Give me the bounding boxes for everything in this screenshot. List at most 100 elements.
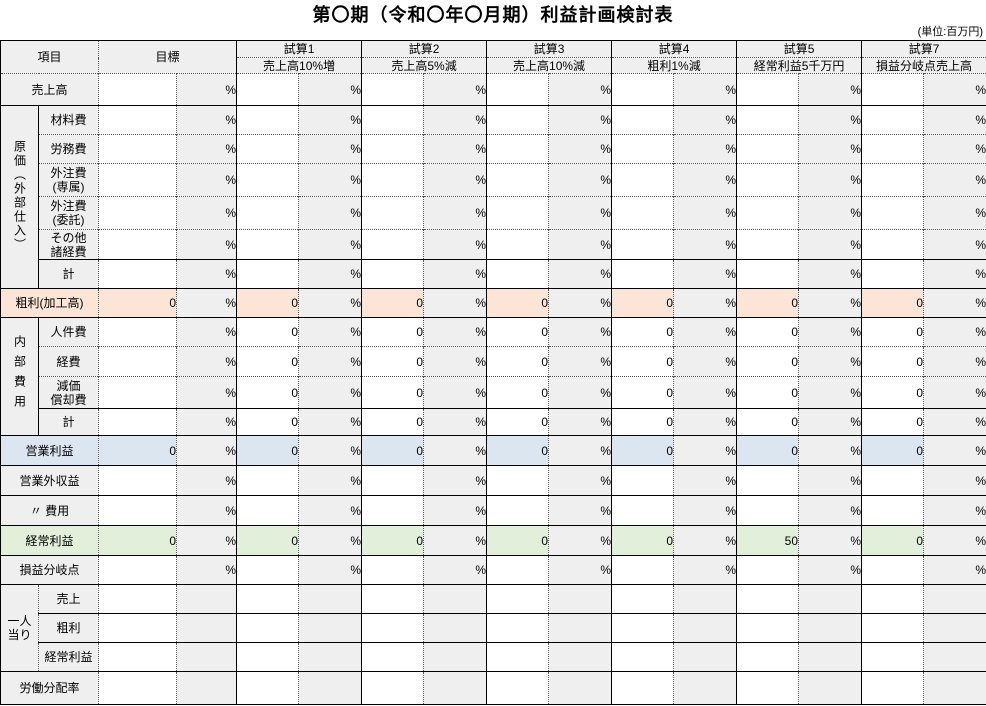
value-cell[interactable] — [98, 317, 178, 347]
value-cell[interactable] — [486, 613, 550, 643]
value-cell[interactable]: 0 — [361, 376, 425, 409]
value-cell[interactable] — [736, 671, 800, 705]
value-cell[interactable] — [486, 229, 550, 260]
value-cell[interactable] — [486, 134, 550, 164]
value-cell[interactable] — [611, 495, 675, 526]
value-cell[interactable]: 0 — [611, 376, 675, 409]
value-cell[interactable] — [236, 259, 300, 289]
value-cell[interactable] — [736, 229, 800, 260]
value-cell[interactable]: 0 — [236, 317, 300, 347]
value-cell[interactable] — [236, 196, 300, 230]
value-cell[interactable]: 0 — [611, 525, 675, 556]
value-cell[interactable]: 0 — [361, 435, 425, 466]
value-cell[interactable] — [736, 259, 800, 289]
value-cell[interactable] — [486, 73, 550, 106]
value-cell[interactable] — [361, 495, 425, 526]
value-cell[interactable] — [736, 584, 800, 614]
value-cell[interactable] — [361, 134, 425, 164]
value-cell[interactable] — [861, 196, 925, 230]
value-cell[interactable] — [98, 465, 178, 496]
value-cell[interactable] — [611, 465, 675, 496]
value-cell[interactable] — [361, 105, 425, 135]
value-cell[interactable]: 0 — [236, 346, 300, 377]
value-cell[interactable] — [98, 584, 178, 614]
value-cell[interactable] — [486, 465, 550, 496]
value-cell[interactable] — [236, 671, 300, 705]
value-cell[interactable] — [861, 613, 925, 643]
value-cell[interactable] — [736, 105, 800, 135]
value-cell[interactable] — [611, 671, 675, 705]
value-cell[interactable] — [361, 465, 425, 496]
value-cell[interactable] — [611, 196, 675, 230]
value-cell[interactable] — [98, 495, 178, 526]
value-cell[interactable] — [611, 259, 675, 289]
value-cell[interactable] — [486, 163, 550, 197]
value-cell[interactable] — [98, 613, 178, 643]
value-cell[interactable]: 0 — [861, 408, 925, 436]
value-cell[interactable] — [361, 196, 425, 230]
value-cell[interactable]: 0 — [361, 346, 425, 377]
value-cell[interactable] — [98, 229, 178, 260]
value-cell[interactable] — [736, 73, 800, 106]
value-cell[interactable] — [361, 73, 425, 106]
value-cell[interactable]: 0 — [361, 317, 425, 347]
value-cell[interactable] — [736, 613, 800, 643]
value-cell[interactable] — [361, 259, 425, 289]
value-cell[interactable]: 0 — [486, 525, 550, 556]
value-cell[interactable]: 0 — [736, 435, 800, 466]
value-cell[interactable] — [98, 163, 178, 197]
value-cell[interactable] — [611, 105, 675, 135]
value-cell[interactable]: 0 — [736, 317, 800, 347]
value-cell[interactable] — [861, 259, 925, 289]
value-cell[interactable] — [861, 555, 925, 585]
value-cell[interactable]: 0 — [361, 525, 425, 556]
value-cell[interactable] — [736, 134, 800, 164]
value-cell[interactable] — [361, 613, 425, 643]
value-cell[interactable] — [611, 73, 675, 106]
value-cell[interactable]: 50 — [736, 525, 800, 556]
value-cell[interactable] — [236, 465, 300, 496]
value-cell[interactable]: 0 — [486, 376, 550, 409]
value-cell[interactable] — [98, 671, 178, 705]
value-cell[interactable]: 0 — [861, 317, 925, 347]
value-cell[interactable] — [98, 259, 178, 289]
value-cell[interactable] — [736, 465, 800, 496]
value-cell[interactable]: 0 — [98, 288, 178, 318]
value-cell[interactable] — [736, 163, 800, 197]
value-cell[interactable] — [486, 642, 550, 672]
value-cell[interactable]: 0 — [861, 346, 925, 377]
value-cell[interactable]: 0 — [98, 525, 178, 556]
value-cell[interactable] — [361, 584, 425, 614]
value-cell[interactable] — [736, 196, 800, 230]
value-cell[interactable] — [236, 105, 300, 135]
value-cell[interactable] — [98, 346, 178, 377]
value-cell[interactable]: 0 — [611, 435, 675, 466]
value-cell[interactable]: 0 — [736, 408, 800, 436]
value-cell[interactable] — [236, 163, 300, 197]
value-cell[interactable] — [861, 163, 925, 197]
value-cell[interactable] — [98, 408, 178, 436]
value-cell[interactable]: 0 — [236, 376, 300, 409]
value-cell[interactable] — [611, 613, 675, 643]
value-cell[interactable] — [236, 134, 300, 164]
value-cell[interactable]: 0 — [486, 317, 550, 347]
value-cell[interactable]: 0 — [98, 435, 178, 466]
value-cell[interactable] — [361, 642, 425, 672]
value-cell[interactable]: 0 — [236, 288, 300, 318]
value-cell[interactable]: 0 — [736, 346, 800, 377]
value-cell[interactable] — [361, 229, 425, 260]
value-cell[interactable]: 0 — [486, 288, 550, 318]
value-cell[interactable] — [861, 642, 925, 672]
value-cell[interactable] — [236, 613, 300, 643]
value-cell[interactable] — [486, 196, 550, 230]
value-cell[interactable]: 0 — [611, 288, 675, 318]
value-cell[interactable] — [486, 105, 550, 135]
value-cell[interactable]: 0 — [736, 288, 800, 318]
value-cell[interactable] — [736, 555, 800, 585]
value-cell[interactable] — [611, 642, 675, 672]
value-cell[interactable]: 0 — [486, 346, 550, 377]
value-cell[interactable] — [236, 642, 300, 672]
value-cell[interactable] — [611, 229, 675, 260]
value-cell[interactable] — [736, 642, 800, 672]
value-cell[interactable] — [486, 495, 550, 526]
